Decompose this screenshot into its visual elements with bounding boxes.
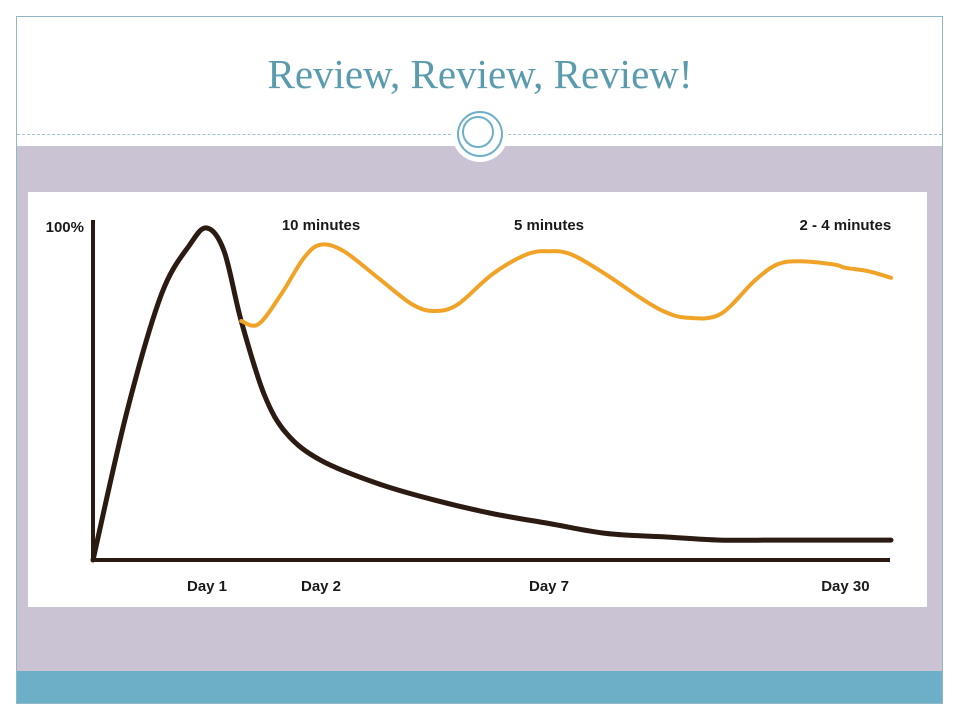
forgetting-curve-chart: 100% Day 1 Day 2 Day 7 Day 30 10 minutes 5 min… xyxy=(46,217,894,595)
y-tick-label: 100% xyxy=(46,219,84,236)
forgetting-curve-line xyxy=(90,225,894,563)
x-tick-label: Day 1 xyxy=(187,578,227,595)
slide-title: Review, Review, Review! xyxy=(267,51,693,97)
chart-curves xyxy=(90,225,894,563)
chart-labels: 100% Day 1 Day 2 Day 7 Day 30 10 minutes 5 min… xyxy=(46,217,892,595)
review-interval-label: 5 minutes xyxy=(514,217,584,234)
chart-area: 100% Day 1 Day 2 Day 7 Day 30 10 minutes 5 min… xyxy=(28,192,927,607)
x-tick-label: Day 2 xyxy=(301,578,341,595)
footer-bar xyxy=(17,671,942,703)
x-tick-label: Day 7 xyxy=(529,578,569,595)
x-tick-label: Day 30 xyxy=(821,578,869,595)
review-interval-label: 10 minutes xyxy=(282,217,360,234)
divider-ornament-inner xyxy=(462,116,494,148)
review-interval-label: 2 - 4 minutes xyxy=(800,217,892,234)
chart-axes xyxy=(91,220,890,562)
review-curve-line xyxy=(239,242,893,328)
